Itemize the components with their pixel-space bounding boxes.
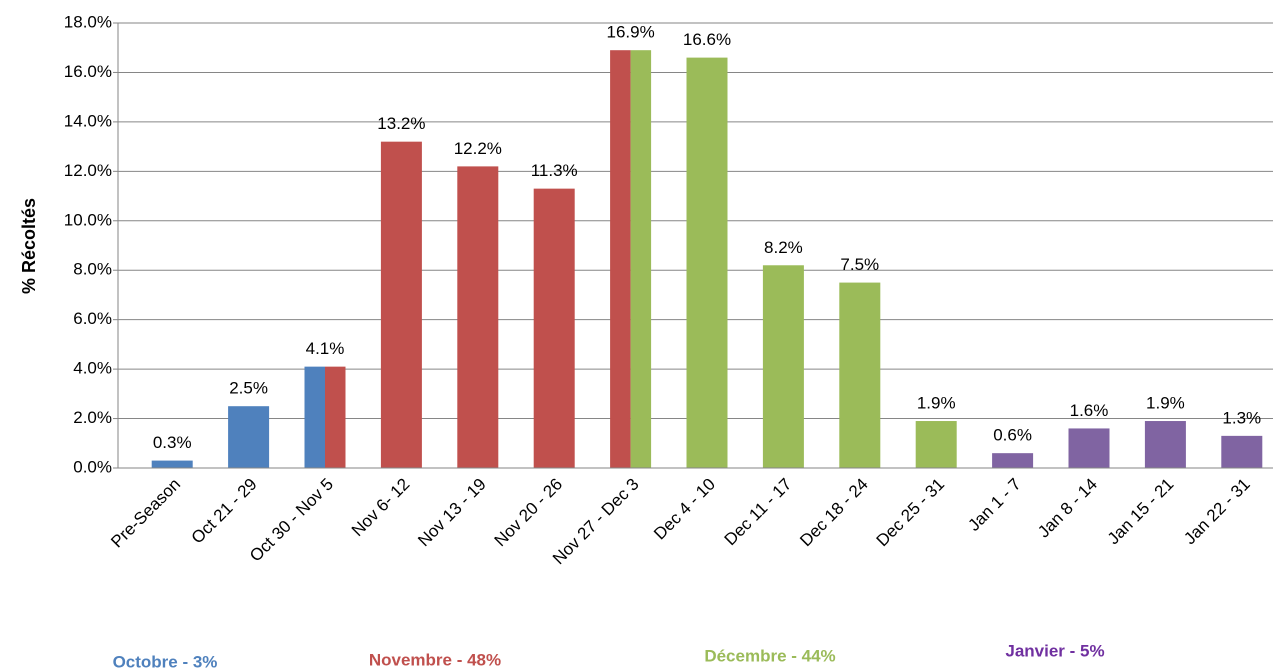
bar-segment — [762, 265, 804, 468]
y-tick-label: 8.0% — [73, 260, 112, 279]
bar — [992, 453, 1034, 468]
bar — [610, 50, 652, 468]
bar-segment — [380, 141, 422, 468]
bar — [1221, 435, 1263, 468]
month-summary: Janvier - 5% — [1005, 641, 1104, 660]
bar-segment — [1068, 428, 1110, 468]
bar-segment — [533, 188, 575, 468]
bar-segment — [1144, 421, 1186, 468]
y-tick-label: 14.0% — [64, 111, 112, 130]
bar-segment — [686, 57, 728, 468]
month-summary: Octobre - 3% — [113, 652, 218, 671]
month-summary: Décembre - 44% — [704, 646, 835, 665]
value-label: 1.9% — [917, 394, 956, 413]
value-label: 7.5% — [840, 255, 879, 274]
x-tick-label: Dec 25 - 31 — [873, 475, 949, 551]
bar — [151, 460, 193, 468]
bar — [762, 265, 804, 468]
x-tick-label: Jan 22 - 31 — [1180, 475, 1254, 549]
bar — [304, 366, 346, 468]
value-label: 16.6% — [683, 30, 731, 49]
x-tick-label: Pre-Season — [107, 475, 184, 552]
bar-segment — [151, 460, 193, 468]
x-tick-label: Nov 20 - 26 — [491, 475, 567, 551]
x-tick-label: Dec 11 - 17 — [721, 475, 796, 550]
bar — [380, 141, 422, 468]
bar-segment — [457, 166, 499, 468]
x-tick-label: Oct 21 - 29 — [188, 475, 261, 548]
bar — [533, 188, 575, 468]
x-tick-label: Dec 4 - 10 — [650, 475, 719, 544]
bar — [1144, 421, 1186, 468]
bar-segment — [992, 453, 1034, 468]
value-label: 12.2% — [454, 139, 502, 158]
y-tick-label: 12.0% — [64, 161, 112, 180]
x-tick-label: Jan 1 - 7 — [964, 475, 1024, 535]
value-label: 11.3% — [531, 161, 578, 180]
y-tick-label: 16.0% — [64, 62, 112, 81]
y-tick-label: 0.0% — [73, 457, 112, 476]
bar — [457, 166, 499, 468]
bar-segment — [839, 282, 881, 468]
y-tick-label: 6.0% — [73, 309, 112, 328]
value-label: 13.2% — [377, 114, 425, 133]
value-label: 0.6% — [993, 426, 1032, 445]
bar — [228, 406, 270, 468]
value-label: 16.9% — [606, 23, 654, 42]
bar-segment — [325, 366, 346, 468]
value-label: 2.5% — [229, 379, 268, 398]
x-tick-label: Nov 13 - 19 — [414, 475, 490, 551]
value-label: 1.9% — [1146, 394, 1185, 413]
y-axis-label: % Récoltés — [19, 198, 39, 294]
value-label: 1.3% — [1222, 408, 1261, 427]
bar-segment — [630, 50, 652, 468]
bar — [915, 421, 957, 468]
bar-segment — [915, 421, 957, 468]
x-tick-label: Jan 8 - 14 — [1034, 475, 1101, 542]
y-tick-label: 2.0% — [73, 408, 112, 427]
bar-segment — [304, 366, 325, 468]
x-tick-label: Nov 6- 12 — [348, 475, 414, 541]
value-label: 4.1% — [306, 339, 345, 358]
bar-segment — [228, 406, 270, 468]
value-label: 8.2% — [764, 238, 803, 257]
x-tick-label: Dec 18 - 24 — [796, 475, 872, 551]
bar — [1068, 428, 1110, 468]
bar — [839, 282, 881, 468]
x-tick-label: Jan 15 - 21 — [1104, 475, 1178, 549]
y-tick-label: 18.0% — [64, 12, 112, 31]
month-summary: Novembre - 48% — [369, 650, 501, 669]
y-tick-label: 4.0% — [73, 359, 112, 378]
bar-segment — [610, 50, 631, 468]
value-label: 1.6% — [1070, 401, 1109, 420]
bar-segment — [1221, 435, 1263, 468]
value-label: 0.3% — [153, 433, 192, 452]
y-tick-label: 10.0% — [64, 210, 112, 229]
bar — [686, 57, 728, 468]
